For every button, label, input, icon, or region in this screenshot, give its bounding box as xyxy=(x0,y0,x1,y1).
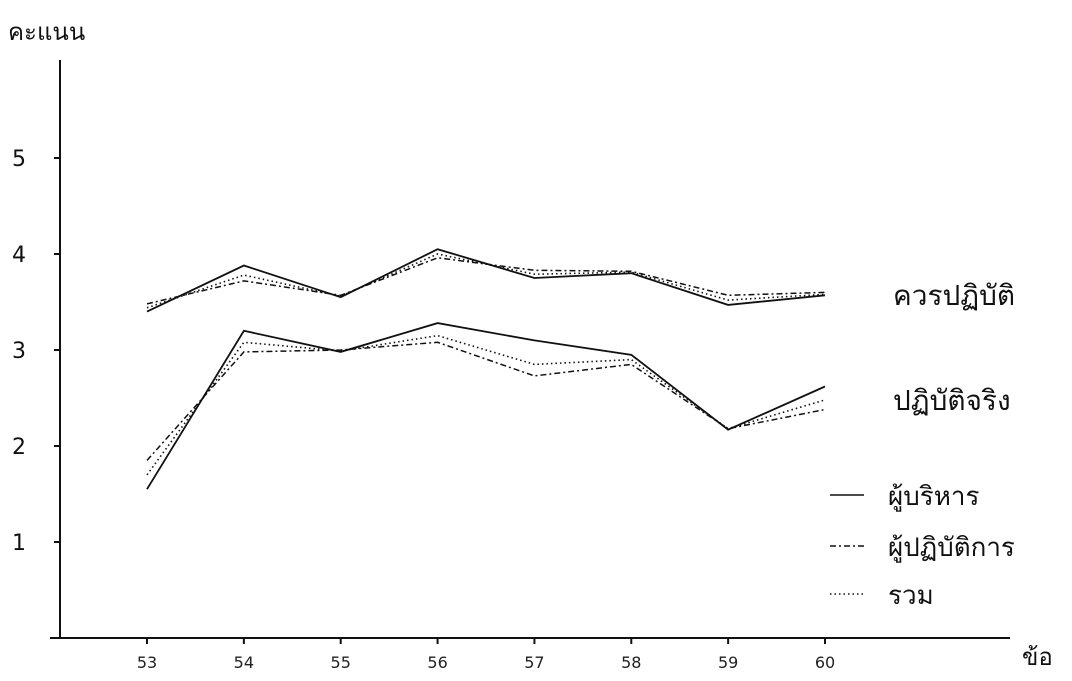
legend-label-operator: ผู้ปฏิบัติการ xyxy=(888,533,1015,563)
legend-label-total: รวม xyxy=(888,581,934,611)
x-tick-label: 53 xyxy=(137,653,157,672)
x-axis-title: ข้อ xyxy=(1022,643,1053,671)
group-label-should-practice: ควรปฏิบัติ xyxy=(893,279,1015,312)
series-line-g0-s2 xyxy=(146,253,826,309)
y-tick-label: 5 xyxy=(12,147,26,172)
legend: ผู้บริหาร ผู้ปฏิบัติการ รวม xyxy=(830,482,1015,611)
y-tick-label: 2 xyxy=(12,435,26,460)
series-line-g0-s0 xyxy=(146,248,826,313)
group-label-actual-practice: ปฏิบัติจริง xyxy=(893,384,1011,417)
legend-label-executive: ผู้บริหาร xyxy=(888,482,979,512)
y-tick-label: 3 xyxy=(12,339,26,364)
y-ticks: 1 2 3 4 5 xyxy=(12,147,60,556)
x-tick-label: 54 xyxy=(234,653,254,672)
x-tick-label: 56 xyxy=(427,653,447,672)
x-tick-label: 55 xyxy=(331,653,351,672)
x-tick-label: 59 xyxy=(718,653,738,672)
y-axis-title: คะแนน xyxy=(8,18,85,46)
x-tick-label: 58 xyxy=(621,653,641,672)
series-line-g1-s0 xyxy=(146,322,826,490)
series-line-g1-s2 xyxy=(146,334,826,476)
x-tick-label: 60 xyxy=(815,653,835,672)
series-lines xyxy=(146,248,826,490)
y-tick-label: 4 xyxy=(12,243,26,268)
x-tick-label: 57 xyxy=(524,653,544,672)
series-line-g1-s1 xyxy=(146,341,826,461)
x-ticks: 53 54 55 56 57 58 59 60 xyxy=(137,638,835,672)
y-tick-label: 1 xyxy=(12,531,26,556)
